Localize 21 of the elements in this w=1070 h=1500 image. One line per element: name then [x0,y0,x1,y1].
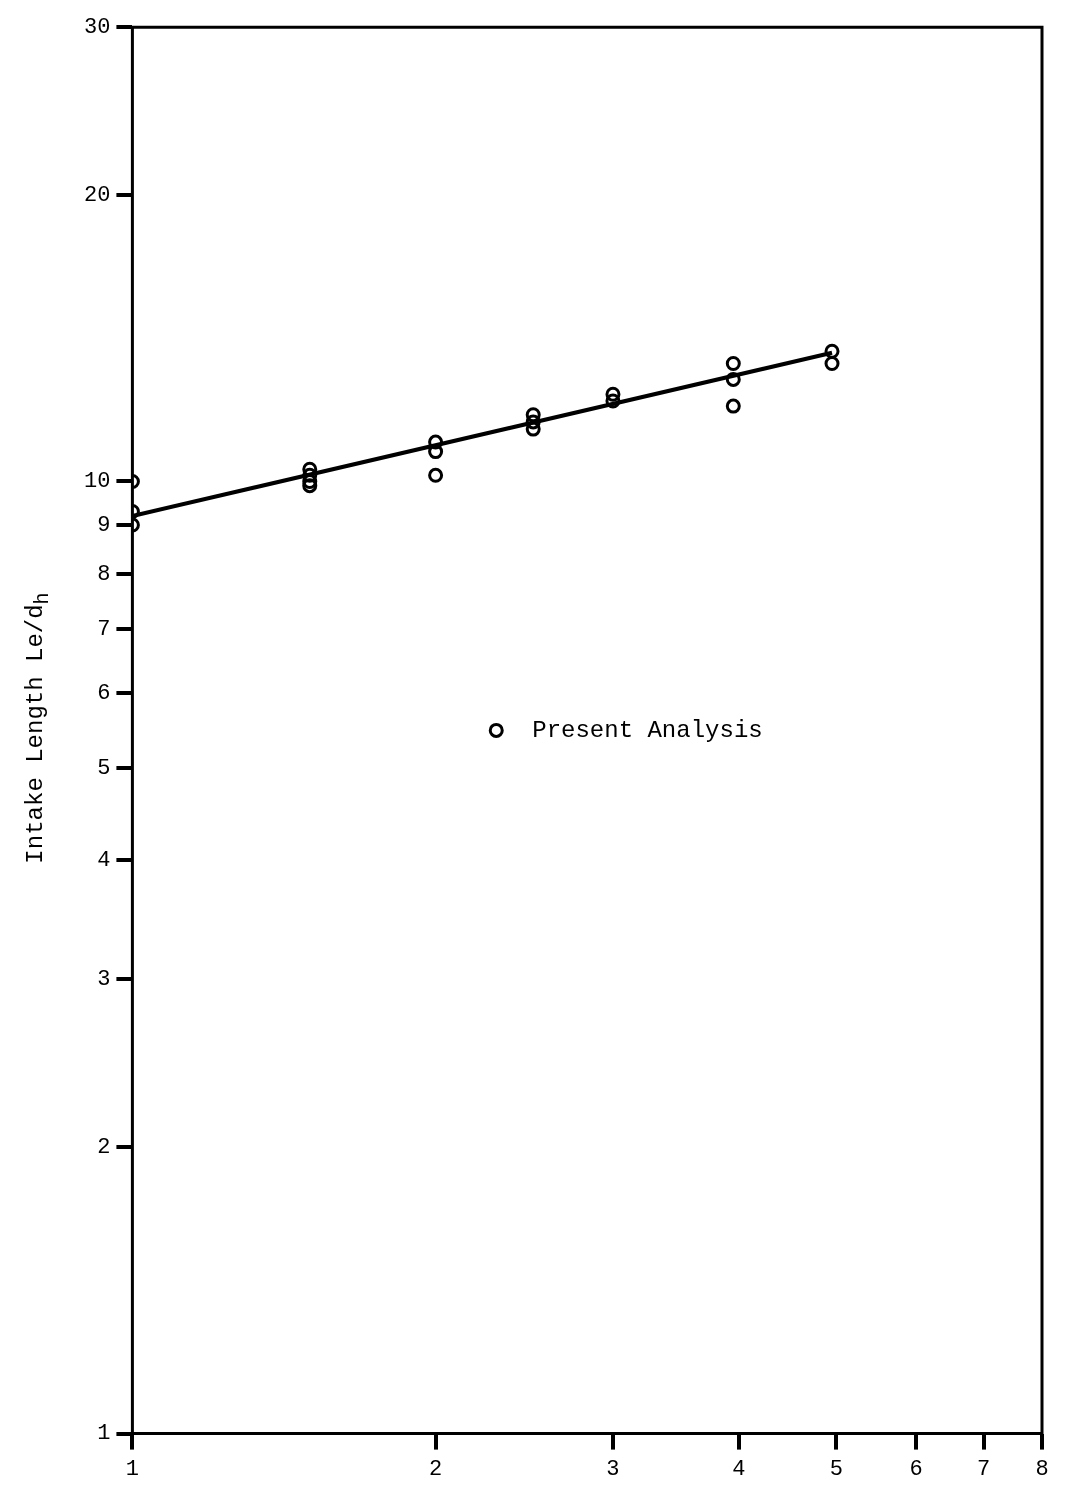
x-tick-label: 8 [1035,1456,1049,1482]
x-tick-label: 3 [606,1456,620,1482]
y-tick-label: 3 [97,967,111,993]
y-tick-label: 7 [97,616,111,642]
x-tick-label: 4 [732,1456,746,1482]
y-tick-label: 8 [97,561,111,587]
y-tick-label: 20 [84,182,111,208]
y-tick-label: 1 [97,1421,111,1447]
x-tick-label: 5 [829,1456,844,1482]
y-tick-label: 10 [84,469,111,495]
y-tick-label: 6 [97,680,111,706]
x-tick-label: 6 [909,1456,923,1482]
x-tick-label: 7 [976,1456,991,1482]
y-tick-label: 4 [97,848,111,874]
legend-label: Present Analysis [532,716,763,744]
y-tick-label: 9 [97,512,111,538]
y-tick-label: 30 [84,15,111,41]
y-tick-label: 2 [97,1134,111,1160]
x-tick-label: 1 [125,1456,140,1482]
x-tick-label: 2 [429,1456,443,1482]
y-tick-label: 5 [97,755,111,781]
